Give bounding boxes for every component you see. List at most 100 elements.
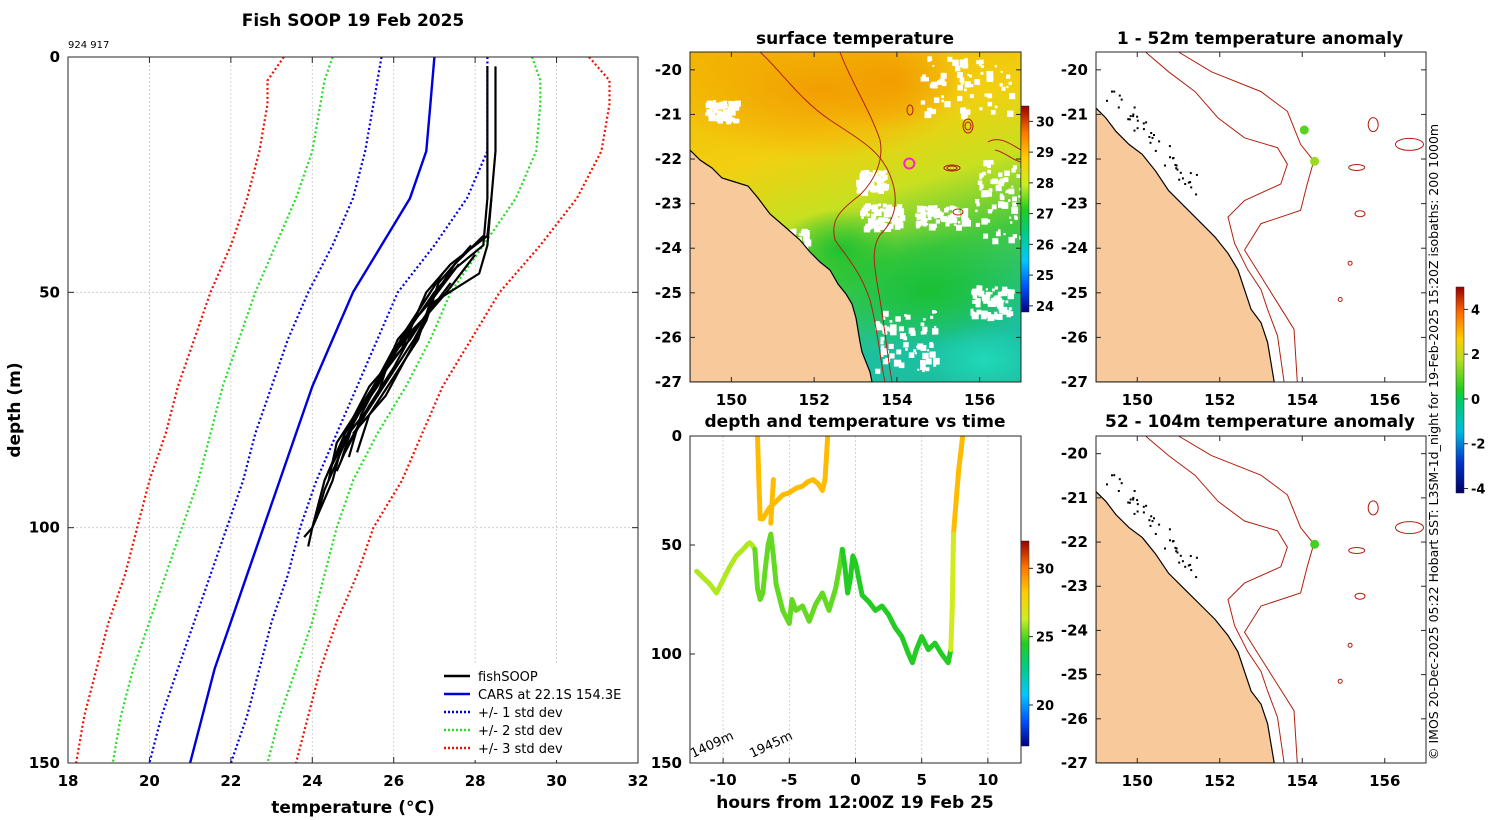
cloud-gap — [914, 352, 917, 355]
cloud-gap — [856, 182, 862, 187]
cloud-gap — [903, 342, 909, 348]
cloud-gap — [985, 288, 988, 291]
island — [1151, 136, 1154, 139]
cloud-gap — [922, 352, 929, 360]
cloud-gap — [925, 358, 932, 365]
island — [1172, 540, 1175, 542]
cloud-gap — [929, 351, 936, 358]
anomaly-deep-box — [1095, 435, 1427, 764]
land-mass — [690, 149, 873, 382]
cloud-gap — [1008, 188, 1015, 195]
cloud-gap — [983, 160, 990, 167]
lat-tick-label: -21 — [1061, 489, 1088, 507]
island — [1132, 113, 1135, 116]
island — [1153, 517, 1155, 520]
cloud-gap — [975, 222, 980, 227]
cloud-gap — [930, 206, 933, 209]
seamount-isobath — [1347, 642, 1353, 648]
lon-tick-label: 156 — [964, 391, 995, 409]
cloud-gap — [905, 314, 911, 320]
cloud-gap — [991, 314, 996, 319]
cloud-gap — [898, 362, 905, 369]
cloud-gap — [1004, 287, 1008, 291]
island — [1178, 178, 1181, 181]
isobath — [1145, 436, 1288, 763]
cloud-gap — [992, 238, 999, 245]
cloud-gap — [990, 109, 996, 115]
cloud-gap — [903, 336, 908, 341]
cloud-gap — [933, 224, 937, 229]
cloud-gap — [878, 180, 881, 184]
lon-tick-label: 150 — [1122, 391, 1153, 409]
cloud-gap — [939, 212, 944, 217]
cloud-gap — [899, 215, 906, 222]
lon-tick-label: 156 — [1369, 772, 1400, 790]
cloud-gap — [856, 180, 860, 184]
cloud-gap — [889, 353, 895, 359]
dive-track — [752, 531, 845, 626]
cloud-gap — [987, 101, 993, 107]
cloud-gap — [947, 56, 953, 62]
cb-tick-label: 25 — [1036, 631, 1054, 646]
cloud-gap — [986, 219, 991, 223]
isobath — [1178, 52, 1315, 382]
lat-tick-label: -26 — [655, 328, 682, 346]
island — [1136, 499, 1139, 502]
sst-map-field — [690, 52, 1021, 382]
island — [1142, 511, 1145, 514]
cloud-gap — [899, 210, 905, 215]
legend-label: +/- 2 std dev — [478, 724, 563, 739]
seamount-isobath — [1395, 137, 1424, 151]
cloud-gap — [923, 318, 926, 321]
cloud-gap — [861, 180, 869, 187]
legend-box — [434, 663, 634, 760]
island — [1195, 556, 1198, 559]
y-tick-label: 100 — [29, 519, 60, 537]
std-dev-line — [294, 57, 611, 763]
cars-mean-line — [188, 57, 436, 763]
cloud-gap — [974, 79, 981, 85]
cloud-gap — [975, 199, 980, 204]
lat-tick-label: -20 — [655, 61, 682, 79]
cb-tick-label: 27 — [1036, 208, 1054, 223]
cloud-gap — [1006, 289, 1011, 294]
cloud-gap — [1001, 202, 1009, 209]
cloud-gap — [972, 299, 977, 304]
cloud-gap — [979, 59, 984, 65]
profile-ylabel: depth (m) — [5, 362, 25, 457]
isobath-1000 — [759, 52, 896, 382]
island — [1106, 99, 1108, 102]
island — [1133, 129, 1136, 132]
cloud-gap — [945, 222, 950, 227]
fishsoop-profile — [331, 315, 428, 463]
cloud-gap — [878, 203, 881, 207]
cb-tick-label: 28 — [1036, 177, 1054, 192]
cloud-gap — [954, 206, 957, 209]
cloud-gap — [998, 172, 1003, 177]
island — [1169, 156, 1171, 159]
cb-tick-label: 20 — [1036, 699, 1054, 714]
cloud-gap — [994, 65, 997, 68]
cloud-gap — [992, 178, 998, 185]
island — [1190, 569, 1193, 572]
legend-label: +/- 3 std dev — [478, 742, 563, 757]
cloud-gap — [947, 215, 955, 222]
cloud-gap — [988, 188, 993, 192]
cloud-gap — [709, 103, 716, 110]
anomaly-shallow-map — [1096, 52, 1424, 382]
cloud-gap — [880, 354, 884, 357]
lat-tick-label: -23 — [1061, 195, 1088, 213]
cloud-gap — [980, 71, 984, 75]
cb-tick-label: 24 — [1036, 300, 1054, 315]
cloud-gap — [985, 312, 992, 318]
cloud-gap — [875, 219, 879, 223]
cloud-gap — [922, 222, 927, 227]
dive-track — [839, 546, 954, 666]
cloud-gap — [708, 115, 714, 121]
island — [1142, 505, 1145, 508]
island — [1142, 128, 1145, 131]
cloud-gap — [1007, 110, 1014, 117]
x-tick-label: -10 — [710, 771, 737, 789]
time-colorbar-ticks: 20 25 30 — [1029, 562, 1054, 714]
island — [1179, 171, 1182, 174]
